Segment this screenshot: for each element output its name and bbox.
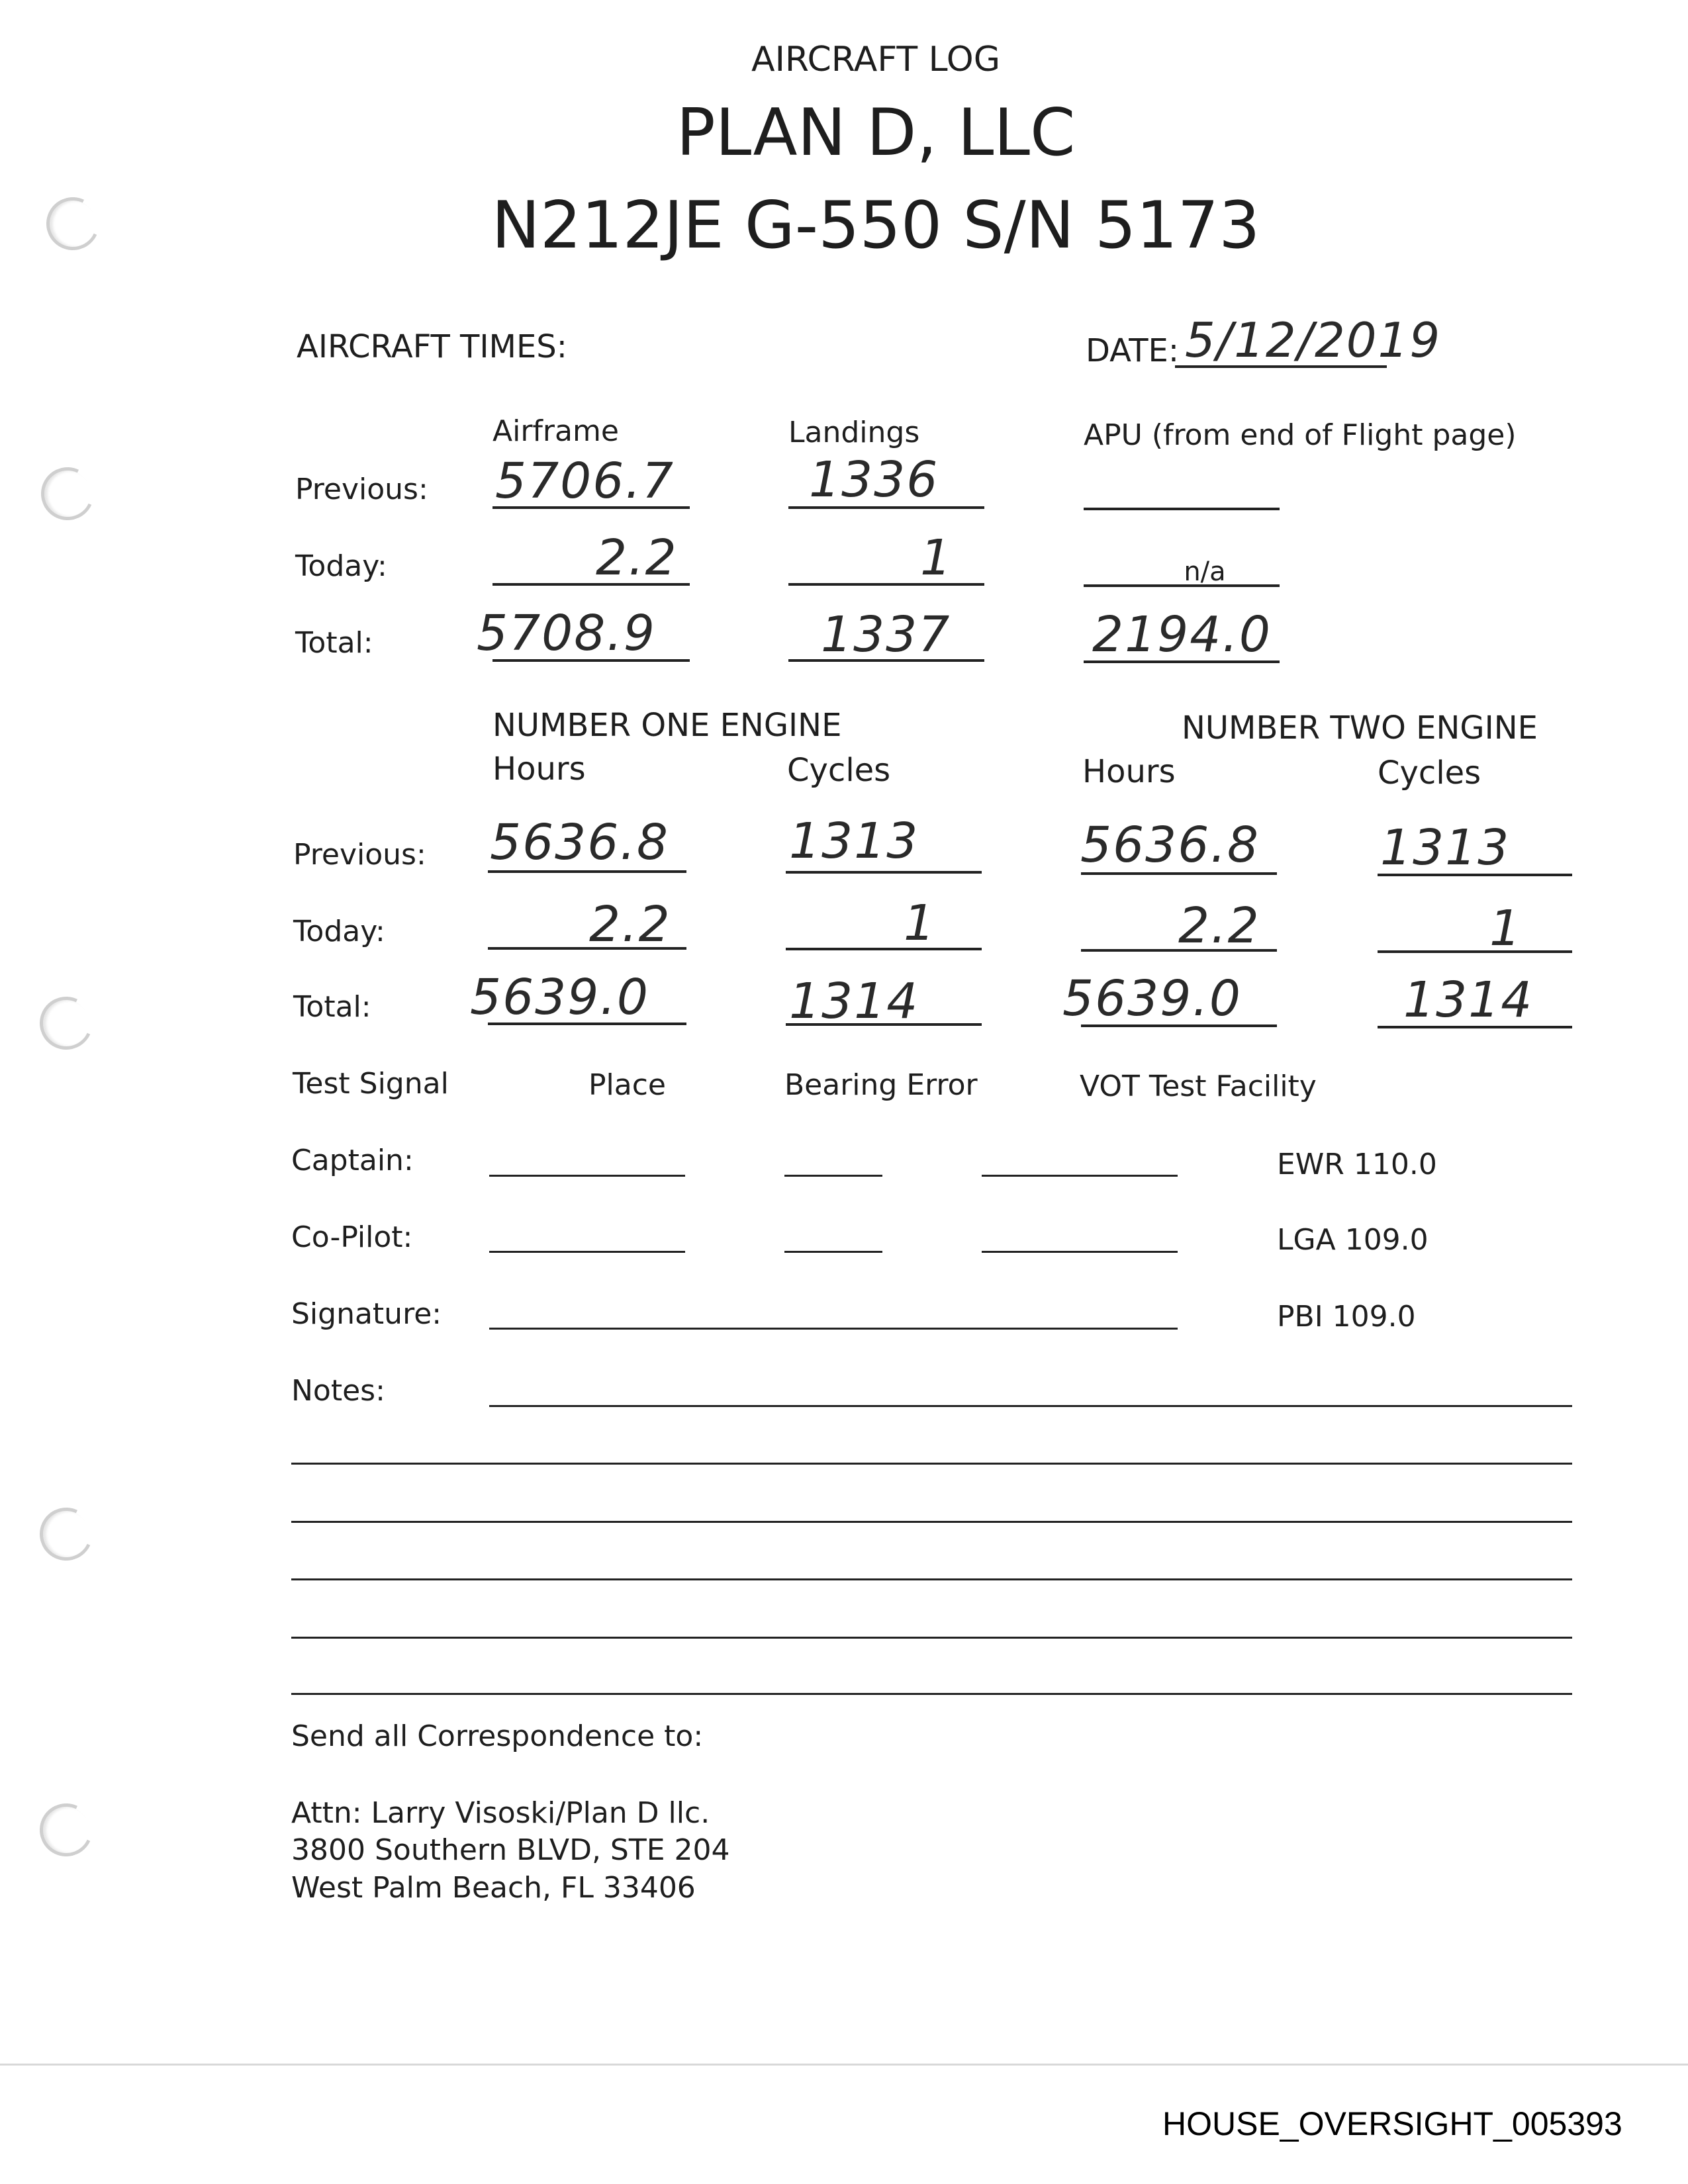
e2-cycles-previous: 1313 bbox=[1380, 819, 1511, 876]
correspondence-heading: Send all Correspondence to: bbox=[291, 1719, 704, 1753]
e2-hours-total: 5639.0 bbox=[1062, 970, 1242, 1027]
date-label: DATE: bbox=[1086, 332, 1180, 369]
e2-hours-total-line bbox=[1081, 1024, 1277, 1027]
captain-bearing-field[interactable] bbox=[784, 1175, 882, 1177]
copilot-vot-field[interactable] bbox=[982, 1251, 1178, 1253]
facility-ewr: EWR 110.0 bbox=[1277, 1148, 1437, 1181]
engine-one-title: NUMBER ONE ENGINE bbox=[492, 707, 842, 744]
landings-previous: 1336 bbox=[809, 451, 939, 508]
e2-cycles-today: 1 bbox=[1489, 900, 1523, 957]
row-total: Total: bbox=[295, 626, 373, 660]
facility-pbi: PBI 109.0 bbox=[1277, 1300, 1416, 1334]
airframe-previous-line bbox=[492, 506, 690, 509]
aircraft-id: N212JE G-550 S/N 5173 bbox=[491, 188, 1260, 263]
airframe-today-line bbox=[492, 583, 690, 586]
date-value: 5/12/2019 bbox=[1185, 312, 1442, 368]
col-apu: APU (from end of Flight page) bbox=[1084, 418, 1517, 452]
binder-hole bbox=[32, 1796, 101, 1864]
e1-cycles-today-line bbox=[786, 948, 982, 950]
apu-total-line bbox=[1084, 660, 1280, 663]
airframe-total: 5708.9 bbox=[477, 605, 656, 662]
engine-two-hours-label: Hours bbox=[1082, 753, 1176, 790]
engine-one-cycles-label: Cycles bbox=[787, 752, 891, 789]
e2-cycles-today-line bbox=[1378, 950, 1572, 953]
e2-hours-previous-line bbox=[1081, 872, 1277, 875]
notes-line[interactable] bbox=[489, 1405, 1572, 1407]
landings-today-line bbox=[788, 583, 984, 586]
correspondence-street: 3800 Southern BLVD, STE 204 bbox=[291, 1833, 730, 1867]
row-total: Total: bbox=[293, 990, 371, 1024]
apu-today: n/a bbox=[1184, 557, 1226, 587]
company-name: PLAN D, LLC bbox=[676, 95, 1076, 171]
landings-total: 1337 bbox=[821, 606, 951, 663]
notes-label: Notes: bbox=[291, 1374, 385, 1408]
e1-hours-previous: 5636.8 bbox=[490, 814, 669, 871]
log-title: AIRCRAFT LOG bbox=[751, 40, 1000, 79]
engine-two-title: NUMBER TWO ENGINE bbox=[1182, 709, 1538, 747]
notes-line[interactable] bbox=[291, 1521, 1572, 1523]
airframe-today: 2.2 bbox=[596, 529, 678, 586]
e1-cycles-total: 1314 bbox=[789, 973, 919, 1030]
copilot-place-field[interactable] bbox=[489, 1251, 685, 1253]
engine-one-hours-label: Hours bbox=[492, 751, 586, 788]
date-line bbox=[1175, 365, 1387, 368]
header-vot-facility: VOT Test Facility bbox=[1080, 1069, 1317, 1103]
apu-previous-line bbox=[1084, 508, 1280, 510]
e1-cycles-previous-line bbox=[786, 871, 982, 874]
aircraft-times-label: AIRCRAFT TIMES: bbox=[297, 328, 567, 365]
airframe-previous: 5706.7 bbox=[495, 453, 675, 510]
e1-hours-today: 2.2 bbox=[589, 896, 671, 953]
e1-cycles-total-line bbox=[786, 1023, 982, 1026]
notes-line[interactable] bbox=[291, 1463, 1572, 1465]
binder-hole bbox=[38, 189, 107, 258]
captain-vot-field[interactable] bbox=[982, 1175, 1178, 1177]
apu-today-line bbox=[1084, 584, 1280, 587]
captain-label: Captain: bbox=[291, 1144, 414, 1177]
header-place: Place bbox=[588, 1068, 666, 1102]
row-today: Today: bbox=[295, 549, 387, 583]
landings-previous-line bbox=[788, 506, 984, 509]
landings-total-line bbox=[788, 659, 984, 662]
e1-cycles-today: 1 bbox=[904, 895, 937, 952]
e1-hours-today-line bbox=[488, 947, 686, 950]
signature-field[interactable] bbox=[489, 1328, 1178, 1330]
e2-cycles-total-line bbox=[1378, 1026, 1572, 1028]
copilot-label: Co-Pilot: bbox=[291, 1220, 413, 1254]
row-previous: Previous: bbox=[293, 838, 426, 872]
e2-hours-previous: 5636.8 bbox=[1080, 817, 1260, 874]
binder-hole bbox=[32, 989, 101, 1058]
e1-hours-previous-line bbox=[488, 870, 686, 873]
col-airframe: Airframe bbox=[492, 414, 619, 448]
airframe-total-line bbox=[492, 659, 690, 662]
header-test-signal: Test Signal bbox=[293, 1067, 449, 1101]
row-previous: Previous: bbox=[295, 473, 428, 506]
row-today: Today: bbox=[293, 915, 385, 948]
bates-number: HOUSE_OVERSIGHT_005393 bbox=[1162, 2105, 1622, 2142]
copilot-bearing-field[interactable] bbox=[784, 1251, 882, 1253]
notes-line[interactable] bbox=[291, 1637, 1572, 1639]
landings-today: 1 bbox=[920, 529, 953, 586]
correspondence-attn: Attn: Larry Visoski/Plan D llc. bbox=[291, 1796, 710, 1830]
notes-line[interactable] bbox=[291, 1693, 1572, 1695]
facility-lga: LGA 109.0 bbox=[1277, 1223, 1429, 1257]
apu-total: 2194.0 bbox=[1092, 606, 1272, 663]
page-bottom-edge bbox=[0, 2064, 1688, 2066]
e1-hours-total-line bbox=[488, 1023, 686, 1025]
binder-hole bbox=[32, 1500, 101, 1569]
e2-cycles-previous-line bbox=[1378, 874, 1572, 876]
correspondence-city: West Palm Beach, FL 33406 bbox=[291, 1871, 696, 1905]
e2-hours-today: 2.2 bbox=[1178, 897, 1260, 954]
notes-line[interactable] bbox=[291, 1578, 1572, 1580]
header-bearing-error: Bearing Error bbox=[784, 1068, 978, 1102]
binder-hole bbox=[33, 459, 102, 528]
e1-hours-total: 5639.0 bbox=[470, 969, 649, 1026]
e1-cycles-previous: 1313 bbox=[789, 813, 919, 870]
captain-place-field[interactable] bbox=[489, 1175, 685, 1177]
col-landings: Landings bbox=[788, 416, 920, 449]
e2-cycles-total: 1314 bbox=[1403, 972, 1534, 1028]
signature-label: Signature: bbox=[291, 1297, 442, 1331]
e2-hours-today-line bbox=[1081, 949, 1277, 952]
engine-two-cycles-label: Cycles bbox=[1378, 754, 1481, 792]
